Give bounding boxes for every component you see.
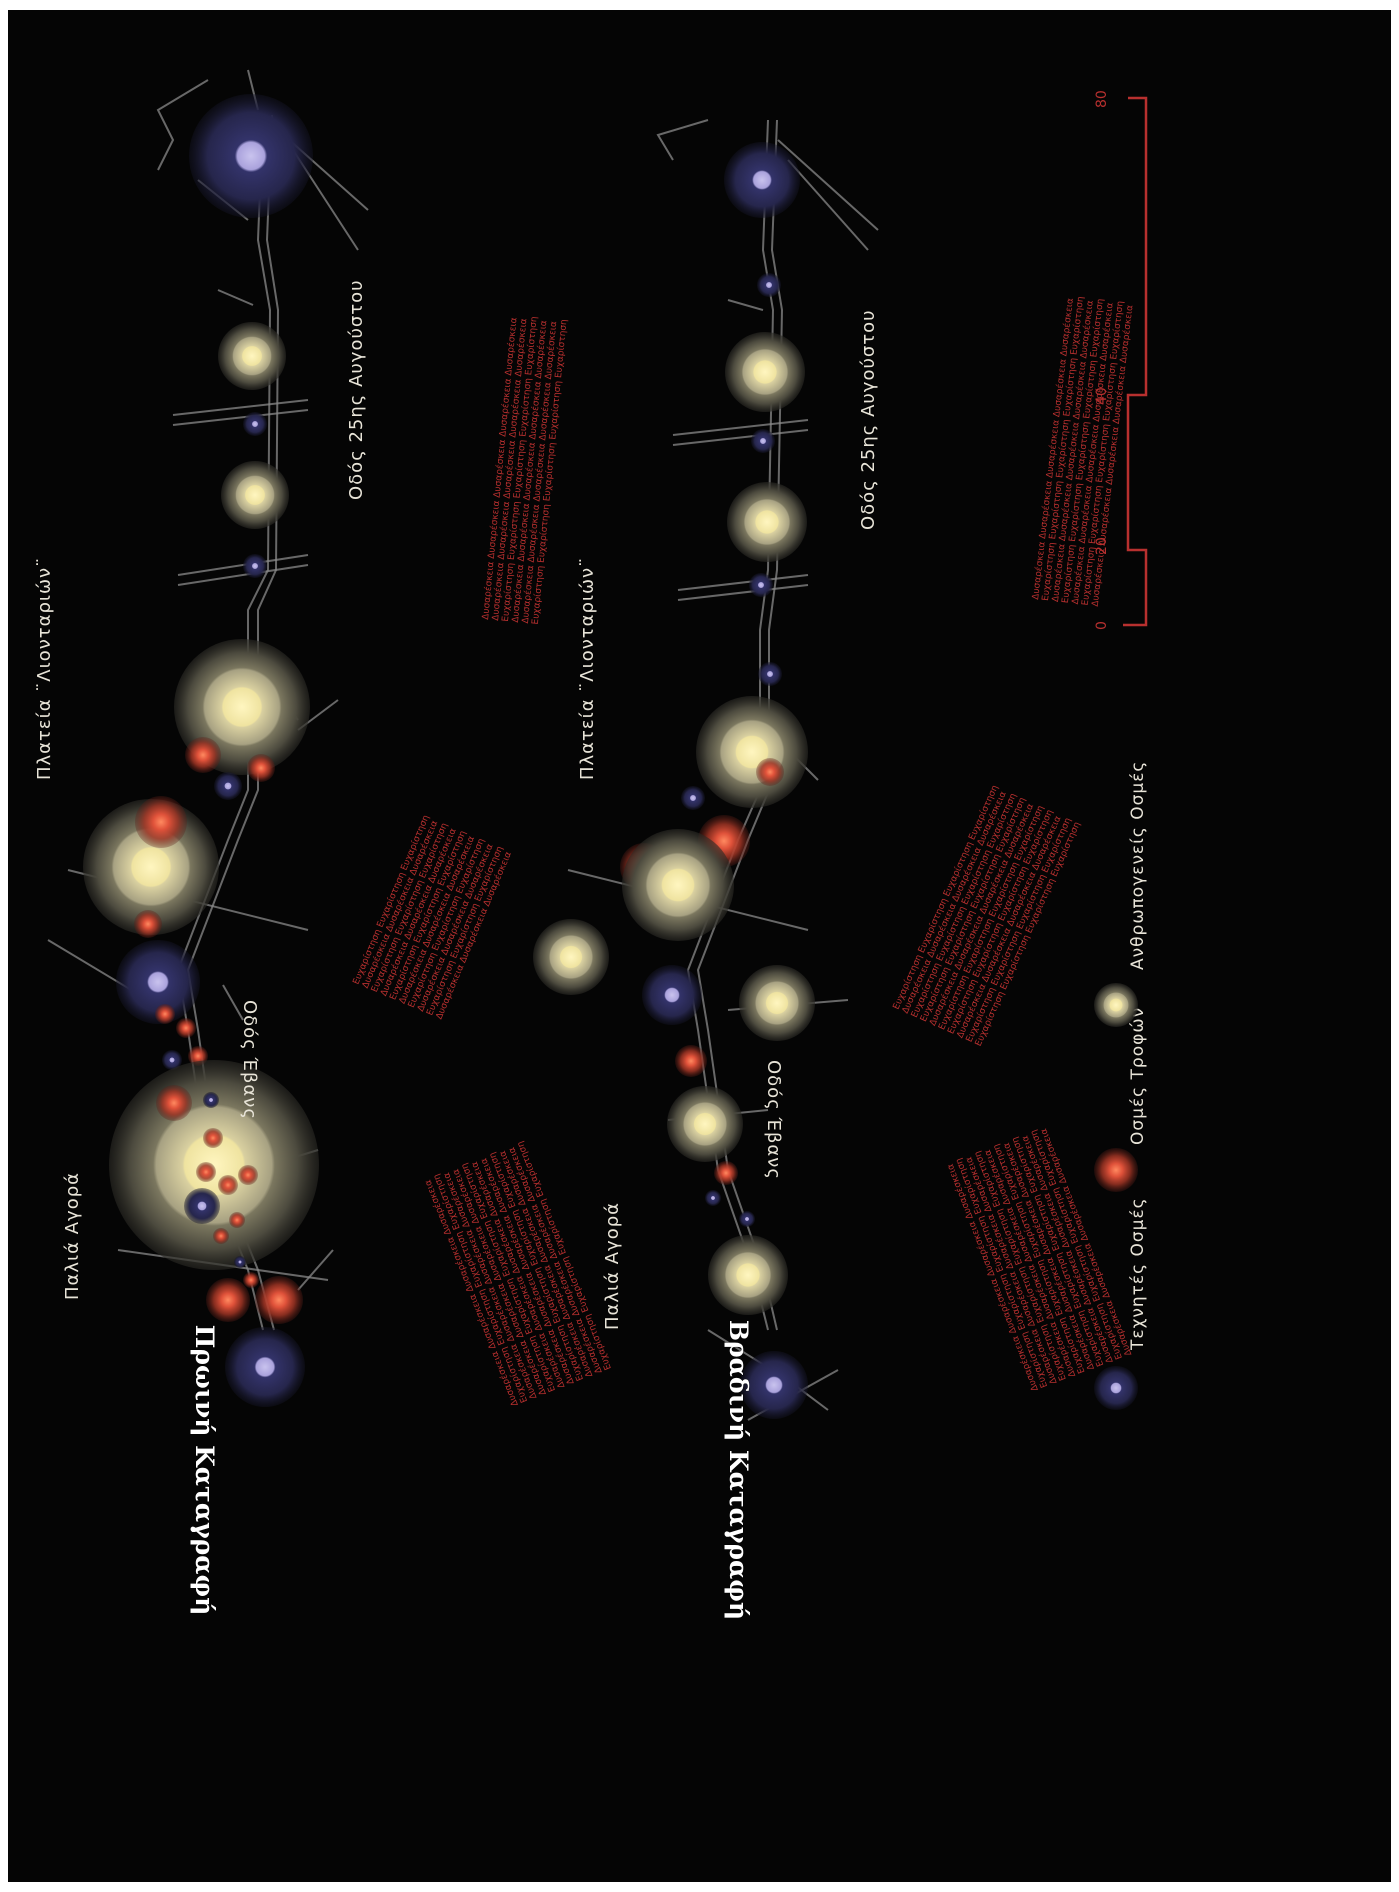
artificial-smell-blob bbox=[749, 573, 773, 597]
food-smell-blob bbox=[675, 1045, 707, 1077]
artificial-smell-blob bbox=[243, 554, 267, 578]
legend-food-icon bbox=[1094, 1148, 1138, 1192]
artificial-smell-blob bbox=[739, 1211, 755, 1227]
evening-label-old-market: Παλιά Αγορά bbox=[602, 1202, 623, 1330]
food-smell-blob bbox=[714, 1161, 738, 1185]
food-smell-blob bbox=[176, 1018, 196, 1038]
scale-tick-20: 20 bbox=[1094, 537, 1110, 555]
human-smell-blob bbox=[739, 965, 815, 1041]
morning-label-evans-street: Οδός Έβανς bbox=[239, 1000, 260, 1120]
artificial-smell-blob bbox=[189, 94, 313, 218]
artificial-smell-blob bbox=[225, 1327, 305, 1407]
artificial-smell-blob bbox=[681, 786, 705, 810]
human-smell-blob bbox=[221, 461, 289, 529]
scale-line bbox=[1123, 96, 1148, 627]
human-smell-blob bbox=[696, 696, 808, 808]
artificial-smell-blob bbox=[234, 1256, 246, 1268]
food-smell-blob bbox=[156, 1085, 192, 1121]
legend-human-icon bbox=[1094, 983, 1138, 1027]
legend-human-label: Ανθρωπογενείς Οσμές bbox=[1128, 761, 1148, 970]
evening-title: Βραδινή Καταγραφή bbox=[724, 1320, 753, 1620]
food-smell-blob bbox=[203, 1128, 223, 1148]
artificial-smell-blob bbox=[758, 662, 782, 686]
evening-streets bbox=[567, 119, 879, 1421]
smell-blobs bbox=[83, 94, 815, 1419]
scale-bar: 0 20 40 80 bbox=[1094, 90, 1148, 630]
artificial-smell-blob bbox=[214, 772, 242, 800]
human-smell-blob bbox=[533, 919, 609, 995]
food-smell-blob bbox=[196, 1162, 216, 1182]
artificial-smell-blob bbox=[116, 940, 200, 1024]
food-smell-blob bbox=[206, 1278, 250, 1322]
food-smell-blob bbox=[243, 1272, 259, 1288]
food-smell-blob bbox=[255, 1276, 303, 1324]
artificial-smell-blob bbox=[642, 965, 702, 1025]
food-smell-blob bbox=[229, 1212, 245, 1228]
food-smell-blob bbox=[247, 754, 275, 782]
legend-artificial-icon bbox=[1094, 1366, 1138, 1410]
food-smell-blob bbox=[238, 1165, 258, 1185]
legend-artificial: Τεχνητές Οσμές bbox=[1094, 1197, 1148, 1410]
food-smell-blob bbox=[134, 910, 162, 938]
food-smell-blob bbox=[218, 1175, 238, 1195]
human-smell-blob bbox=[667, 1086, 743, 1162]
scale-tick-80: 80 bbox=[1094, 90, 1110, 108]
human-smell-blob bbox=[622, 829, 734, 941]
human-smell-blob bbox=[727, 482, 807, 562]
scale-tick-40: 40 bbox=[1094, 387, 1110, 405]
morning-label-lions-square: Πλατεία ¨Λιονταριών¨ bbox=[34, 557, 55, 780]
artificial-smell-blob bbox=[162, 1050, 182, 1070]
artificial-smell-blob bbox=[724, 142, 800, 218]
morning-title: Πρωινή Καταγραφή bbox=[190, 1325, 219, 1616]
human-smell-blob bbox=[218, 322, 286, 390]
human-smell-blob bbox=[83, 799, 219, 935]
legend-food: Οσμές Τροφών bbox=[1094, 1007, 1148, 1192]
food-smell-blob bbox=[135, 796, 187, 848]
scale-tick-0: 0 bbox=[1094, 621, 1110, 630]
human-smell-blob bbox=[708, 1235, 788, 1315]
food-smell-blob bbox=[185, 737, 221, 773]
legend-artificial-label: Τεχνητές Οσμές bbox=[1128, 1197, 1148, 1351]
evening-label-evans-street: Οδός Έβανς bbox=[763, 1060, 784, 1180]
legend-human: Ανθρωπογενείς Οσμές bbox=[1094, 761, 1148, 1027]
artificial-smell-blob bbox=[203, 1092, 219, 1108]
legend-food-label: Οσμές Τροφών bbox=[1128, 1007, 1148, 1145]
morning-label-august-street: Οδός 25ης Αυγούστου bbox=[346, 279, 367, 500]
artificial-smell-blob bbox=[740, 1351, 808, 1419]
legend: Τεχνητές Οσμές Οσμές Τροφών Ανθρωπογενεί… bbox=[1094, 761, 1148, 1410]
artificial-smell-blob bbox=[184, 1188, 220, 1224]
food-smell-blob bbox=[756, 758, 784, 786]
food-smell-blob bbox=[155, 1004, 175, 1024]
artificial-smell-blob bbox=[243, 412, 267, 436]
artificial-smell-blob bbox=[705, 1190, 721, 1206]
morning-label-old-market: Παλιά Αγορά bbox=[62, 1172, 83, 1300]
food-smell-blob bbox=[213, 1228, 229, 1244]
smell-map-canvas: Δυσαρέσκεια Δυσαρέσκεια Δυσαρέσκεια Δυσα… bbox=[34, 69, 1148, 1620]
evening-label-lions-square: Πλατεία ¨Λιονταριών¨ bbox=[577, 557, 598, 780]
human-smell-blob bbox=[725, 332, 805, 412]
artificial-smell-blob bbox=[751, 429, 775, 453]
evening-label-august-street: Οδός 25ης Αυγούστου bbox=[858, 309, 879, 530]
smell-map-poster: Δυσαρέσκεια Δυσαρέσκεια Δυσαρέσκεια Δυσα… bbox=[8, 10, 1391, 1882]
artificial-smell-blob bbox=[757, 273, 781, 297]
